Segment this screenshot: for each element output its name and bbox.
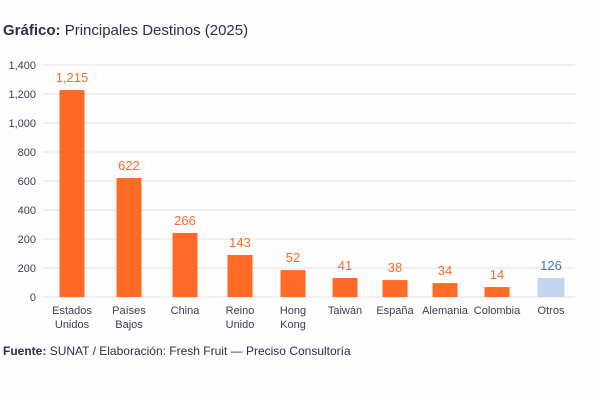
chart-title: Gráfico: Principales Destinos (2025) [3, 22, 248, 39]
source-text: SUNAT / Elaboración: Fresh Fruit — Preci… [49, 344, 351, 358]
source-note: Fuente: SUNAT / Elaboración: Fresh Fruit… [3, 344, 351, 358]
x-tick-label: Colombia [474, 305, 521, 317]
y-tick-label: 200 [18, 234, 36, 246]
x-tick-label: Kong [280, 319, 306, 331]
y-tick-label: 400 [18, 205, 36, 217]
data-label: 143 [229, 235, 251, 250]
y-tick-label: 1,000 [8, 118, 36, 130]
bar [280, 270, 306, 297]
bar [484, 287, 510, 297]
x-tick-label: Unidos [55, 319, 90, 331]
x-tick-label: Reino [226, 305, 255, 317]
x-tick-label: China [171, 305, 201, 317]
title-text: Principales Destinos (2025) [64, 22, 249, 39]
data-label: 38 [388, 260, 402, 275]
x-tick-label: Alemania [422, 305, 469, 317]
data-label: 266 [174, 213, 196, 228]
data-label: 1,215 [56, 70, 89, 85]
data-label: 34 [438, 263, 452, 278]
bar [537, 277, 565, 297]
bar [432, 283, 458, 297]
data-label: 126 [540, 258, 562, 273]
x-tick-label: Taiwán [328, 305, 362, 317]
data-label: 622 [118, 158, 140, 173]
data-label: 52 [286, 250, 300, 265]
x-tick-label: Estados [52, 305, 92, 317]
x-tick-label: Países [112, 305, 146, 317]
bar [332, 277, 358, 297]
y-tick-label: 800 [18, 147, 36, 159]
y-tick-label: 200 [18, 263, 36, 275]
data-label: 41 [338, 258, 352, 273]
source-prefix: Fuente: [3, 344, 47, 358]
y-tick-label: 1,400 [8, 60, 36, 72]
x-tick-label: Hong [280, 305, 306, 317]
bar [172, 232, 198, 297]
x-tick-label: Bajos [115, 319, 143, 331]
bar [227, 255, 253, 297]
x-tick-label: Otros [538, 305, 565, 317]
title-prefix: Gráfico: [3, 22, 61, 39]
x-tick-label: Unido [226, 319, 255, 331]
bar [382, 280, 408, 297]
bar [59, 90, 85, 297]
y-tick-label: 600 [18, 176, 36, 188]
x-tick-label: España [376, 305, 414, 317]
y-tick-label: 1,200 [8, 89, 36, 101]
bar [116, 177, 142, 297]
y-tick-label: 0 [30, 292, 36, 304]
data-label: 14 [490, 267, 504, 282]
